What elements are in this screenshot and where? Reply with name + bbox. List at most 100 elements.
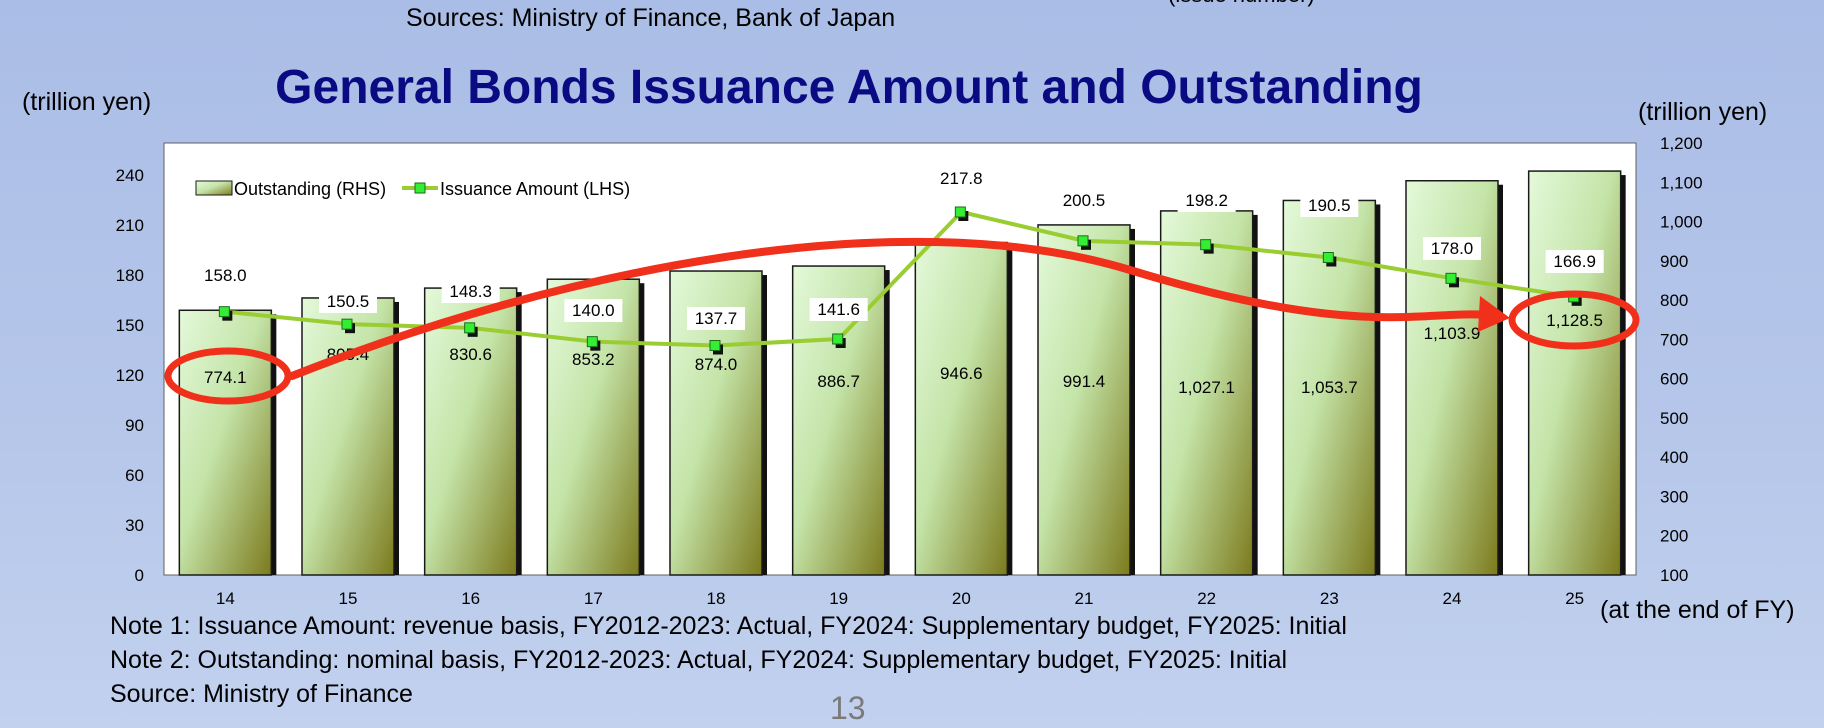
bar-outstanding-25 (1527, 170, 1622, 576)
issuance-label-14: 158.0 (204, 266, 247, 285)
source-note: Source: Ministry of Finance (110, 680, 413, 708)
left-tick-30: 30 (125, 516, 144, 535)
issuance-label-18: 137.7 (695, 309, 738, 328)
left-tick-180: 180 (116, 266, 144, 285)
x-tick-18: 18 (707, 589, 726, 608)
bar-label-17: 853.2 (572, 350, 615, 369)
issuance-marker-20 (954, 206, 966, 218)
bar-outstanding-21 (1037, 224, 1131, 576)
issuance-marker-16 (464, 322, 476, 334)
plot-area (163, 142, 1637, 576)
issuance-marker-18 (709, 340, 721, 351)
issuance-label-bg (1300, 194, 1359, 217)
right-tick-1000: 1,000 (1660, 213, 1703, 232)
issuance-label-23: 190.5 (1308, 196, 1351, 215)
issuance-label-bg (932, 167, 991, 190)
issuance-label-20: 217.8 (940, 169, 983, 188)
bar-label-23: 1,053.7 (1301, 378, 1358, 397)
bar-outstanding-17 (546, 278, 641, 576)
right-tick-300: 300 (1660, 487, 1688, 506)
right-tick-500: 500 (1660, 409, 1688, 428)
issuance-label-bg (1055, 189, 1113, 212)
x-tick-22: 22 (1197, 589, 1216, 608)
trend-arrow-head (1478, 296, 1510, 332)
left-tick-150: 150 (116, 316, 144, 335)
note-2: Note 2: Outstanding: nominal basis, FY20… (110, 646, 1288, 674)
issuance-marker-19 (832, 333, 844, 345)
x-axis-label: (at the end of FY) (1600, 596, 1795, 624)
x-tick-20: 20 (952, 589, 971, 608)
left-axis-unit: (trillion yen) (22, 88, 152, 116)
issuance-marker-17 (586, 336, 598, 348)
x-tick-16: 16 (461, 589, 480, 608)
right-tick-200: 200 (1660, 527, 1688, 546)
issuance-label-22: 198.2 (1185, 191, 1228, 210)
x-tick-23: 23 (1320, 589, 1339, 608)
issuance-marker-15 (341, 318, 353, 330)
left-tick-0: 0 (135, 566, 144, 585)
issuance-label-21: 200.5 (1063, 191, 1106, 210)
right-tick-100: 100 (1660, 566, 1688, 585)
bar-label-24: 1,103.9 (1424, 324, 1481, 343)
right-tick-700: 700 (1660, 330, 1688, 349)
x-tick-25: 25 (1565, 589, 1584, 608)
issuance-label-bg (196, 264, 255, 287)
issuance-label-15: 150.5 (327, 292, 370, 311)
issuance-label-16: 148.3 (449, 282, 492, 301)
top-cut-text: (issue number) (1168, 0, 1315, 8)
issuance-label-bg (564, 299, 623, 322)
issuance-label-19: 141.6 (817, 300, 860, 319)
bar-label-22: 1,027.1 (1178, 378, 1235, 397)
left-tick-90: 90 (125, 416, 144, 435)
left-tick-120: 120 (116, 366, 144, 385)
issuance-marker-14 (218, 306, 230, 318)
highlight-circle-25 (1508, 290, 1640, 350)
issuance-line (225, 209, 1575, 348)
issuance-label-bg (809, 298, 868, 321)
issuance-label-bg (1545, 250, 1604, 273)
issuance-label-17: 140.0 (572, 301, 615, 320)
right-tick-800: 800 (1660, 291, 1688, 310)
issuance-label-bg (1423, 237, 1481, 260)
bar-label-14: 774.1 (204, 368, 247, 387)
right-tick-1200: 1,200 (1660, 134, 1703, 153)
issuance-label-bg (687, 307, 745, 330)
right-tick-600: 600 (1660, 370, 1688, 389)
issuance-marker-21 (1077, 235, 1089, 247)
bar-outstanding-22 (1159, 210, 1254, 576)
bar-outstanding-20 (914, 241, 1009, 576)
issuance-marker-23 (1322, 252, 1334, 263)
top-source-text: Sources: Ministry of Finance, Bank of Ja… (406, 4, 896, 32)
left-tick-210: 210 (116, 216, 144, 235)
legend-label-issuance: Issuance Amount (LHS) (440, 179, 630, 199)
issuance-marker-24 (1445, 272, 1457, 284)
issuance-label-bg (441, 280, 500, 303)
issuance-marker-22 (1200, 239, 1212, 251)
x-tick-19: 19 (829, 589, 848, 608)
bar-label-20: 946.6 (940, 364, 983, 383)
bar-label-21: 991.4 (1063, 372, 1106, 391)
page-number: 13 (830, 690, 866, 726)
right-tick-400: 400 (1660, 448, 1688, 467)
issuance-label-25: 166.9 (1553, 252, 1596, 271)
trend-arrow-shaft (288, 237, 1494, 380)
right-tick-1100: 1,100 (1660, 173, 1703, 192)
issuance-label-bg (1177, 189, 1236, 212)
issuance-label-24: 178.0 (1431, 239, 1474, 258)
legend-label-outstanding: Outstanding (RHS) (234, 179, 386, 199)
left-tick-60: 60 (125, 466, 144, 485)
x-tick-14: 14 (216, 589, 235, 608)
x-tick-15: 15 (339, 589, 358, 608)
bar-label-25: 1,128.5 (1546, 311, 1603, 330)
x-tick-21: 21 (1075, 589, 1094, 608)
bar-label-16: 830.6 (449, 345, 492, 364)
left-tick-240: 240 (116, 166, 144, 185)
bar-label-19: 886.7 (817, 372, 860, 391)
right-tick-900: 900 (1660, 252, 1688, 271)
legend-swatch-outstanding (195, 180, 233, 196)
bar-label-18: 874.0 (695, 355, 738, 374)
chart-title: General Bonds Issuance Amount and Outsta… (275, 61, 1423, 114)
note-1: Note 1: Issuance Amount: revenue basis, … (110, 612, 1347, 640)
x-tick-24: 24 (1443, 589, 1462, 608)
